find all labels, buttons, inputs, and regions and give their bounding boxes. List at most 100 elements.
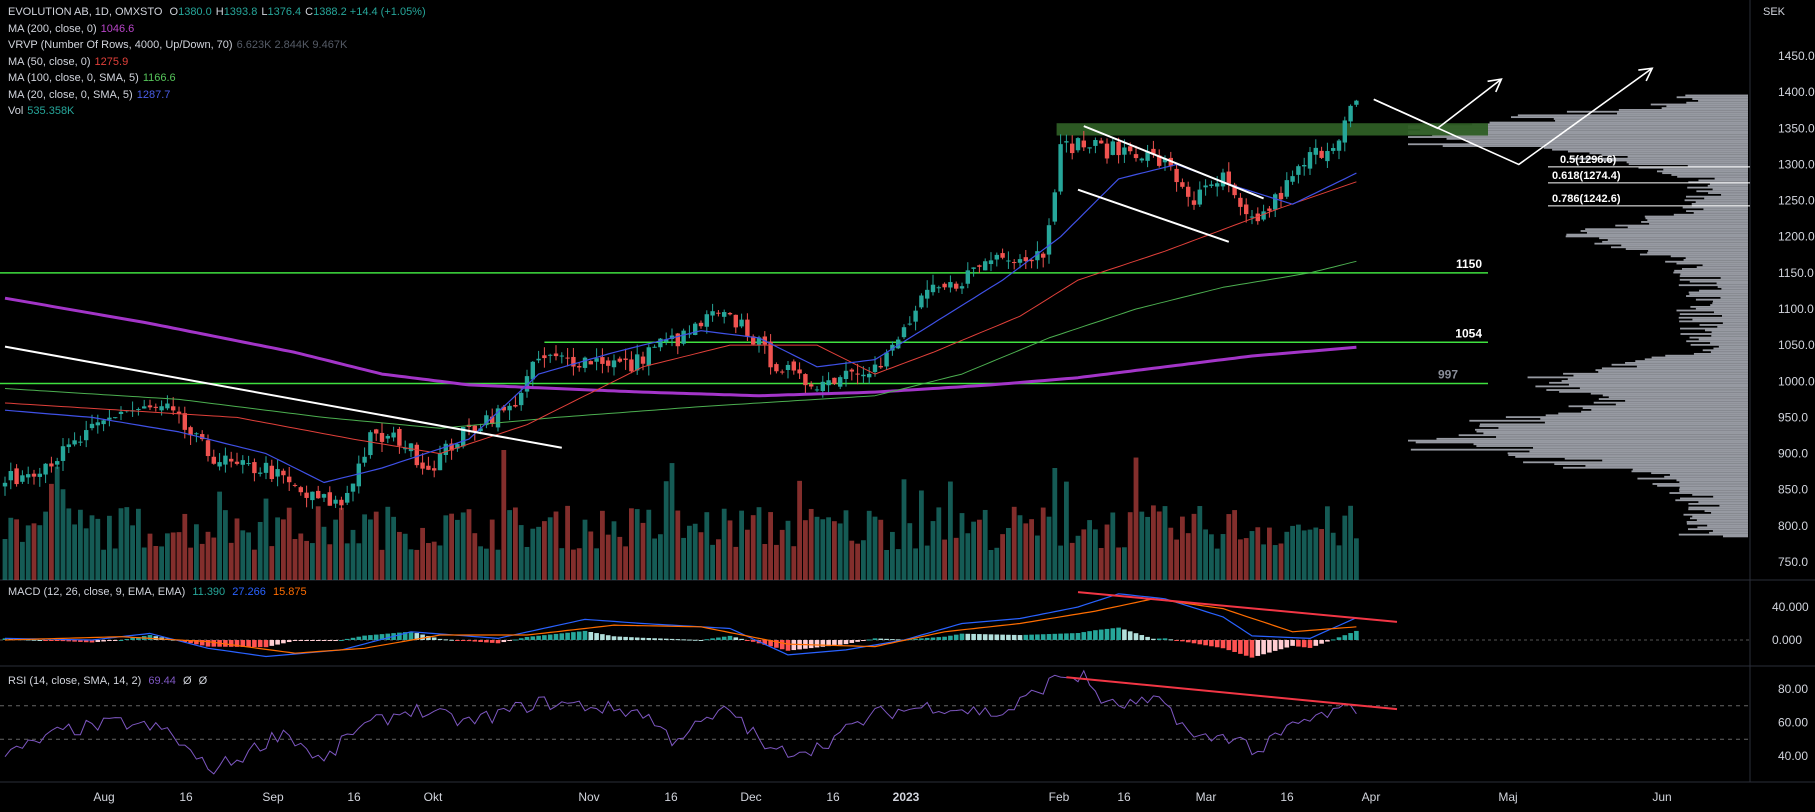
candle-body[interactable] [988, 260, 994, 265]
candle-body[interactable] [548, 354, 553, 356]
candle-body[interactable] [559, 355, 564, 357]
candle-body[interactable] [49, 463, 54, 467]
candle-body[interactable] [1273, 194, 1278, 210]
candle-body[interactable] [814, 389, 820, 391]
candle-body[interactable] [188, 427, 193, 436]
candle-body[interactable] [240, 460, 245, 465]
candle-body[interactable] [704, 314, 709, 327]
candle-body[interactable] [246, 463, 251, 465]
candle-body[interactable] [872, 364, 878, 372]
macd-divergence-line[interactable] [1077, 591, 1398, 623]
candle-body[interactable] [582, 357, 588, 368]
candle-body[interactable] [478, 428, 483, 432]
candle-body[interactable] [252, 462, 257, 474]
candle-body[interactable] [171, 406, 176, 411]
macd-line[interactable] [4, 593, 1357, 658]
candle-body[interactable] [513, 405, 518, 407]
candle-body[interactable] [594, 358, 599, 362]
candle-body[interactable] [635, 354, 640, 371]
candle-body[interactable] [1116, 141, 1121, 156]
candle-body[interactable] [432, 468, 437, 471]
candle-body[interactable] [1064, 141, 1069, 143]
symbol-name[interactable]: EVOLUTION AB, 1D, OMXSTO [8, 6, 163, 18]
candle-body[interactable] [1232, 184, 1237, 196]
candle-body[interactable] [1215, 183, 1220, 187]
candle-body[interactable] [733, 314, 738, 328]
candle-body[interactable] [89, 423, 95, 429]
macd-label[interactable]: MACD (12, 26, close, 9, EMA, EMA) [8, 586, 186, 598]
candle-body[interactable] [878, 365, 883, 368]
candle-body[interactable] [1348, 105, 1353, 122]
candle-body[interactable] [159, 406, 164, 411]
candle-body[interactable] [768, 341, 773, 368]
candle-body[interactable] [1261, 211, 1266, 220]
candle-body[interactable] [379, 432, 385, 442]
trendline[interactable] [1077, 188, 1230, 243]
candle-body[interactable] [437, 453, 443, 471]
candle-body[interactable] [304, 492, 309, 498]
candle-body[interactable] [838, 377, 843, 387]
candle-body[interactable] [118, 411, 124, 415]
candle-body[interactable] [176, 411, 182, 415]
candle-body[interactable] [397, 428, 402, 446]
candle-body[interactable] [797, 369, 802, 374]
candle-body[interactable] [1197, 189, 1202, 205]
candle-body[interactable] [530, 361, 535, 380]
resistance-zone[interactable] [1056, 123, 1488, 136]
candle-body[interactable] [1307, 152, 1313, 169]
candle-body[interactable] [942, 283, 947, 288]
candle-body[interactable] [1278, 192, 1284, 200]
candle-body[interactable] [443, 443, 448, 456]
candle-body[interactable] [142, 406, 147, 409]
candle-body[interactable] [954, 283, 959, 289]
candle-body[interactable] [269, 465, 274, 480]
candle-body[interactable] [66, 444, 71, 448]
candle-body[interactable] [756, 337, 762, 345]
candle-body[interactable] [147, 405, 153, 408]
candle-body[interactable] [843, 370, 849, 380]
candle-body[interactable] [553, 353, 559, 357]
candle-body[interactable] [861, 374, 866, 377]
candle-body[interactable] [43, 463, 48, 475]
candle-body[interactable] [1000, 253, 1005, 258]
candle-body[interactable] [1128, 146, 1133, 152]
candle-body[interactable] [1313, 147, 1318, 155]
candle-body[interactable] [832, 377, 837, 384]
candle-body[interactable] [820, 381, 825, 391]
candle-body[interactable] [1244, 204, 1249, 215]
candle-body[interactable] [8, 471, 13, 481]
candle-body[interactable] [1226, 171, 1231, 185]
candle-body[interactable] [1035, 251, 1040, 261]
candle-body[interactable] [983, 261, 988, 271]
ma50-line[interactable] [4, 181, 1357, 455]
candle-body[interactable] [930, 284, 936, 293]
indicator-row[interactable]: VRVP (Number Of Rows, 4000, Up/Down, 70)… [8, 37, 426, 54]
ma100-line[interactable] [4, 260, 1357, 429]
candle-body[interactable] [785, 364, 791, 371]
currency-label[interactable]: SEK [1762, 6, 1785, 18]
candle-body[interactable] [948, 282, 953, 288]
indicator-row[interactable]: MA (100, close, 0, SMA, 5) 1166.6 [8, 70, 426, 87]
candle-body[interactable] [182, 413, 187, 430]
candle-body[interactable] [710, 311, 715, 316]
candle-body[interactable] [20, 475, 25, 482]
candle-body[interactable] [507, 405, 512, 411]
candle-body[interactable] [1058, 144, 1063, 192]
candle-body[interactable] [84, 430, 89, 441]
candle-body[interactable] [867, 373, 872, 378]
candle-body[interactable] [484, 415, 489, 426]
candle-body[interactable] [1081, 140, 1086, 148]
candle-body[interactable] [136, 409, 141, 411]
candle-body[interactable] [849, 369, 854, 372]
candle-body[interactable] [646, 347, 651, 366]
candle-body[interactable] [1046, 225, 1052, 255]
candle-body[interactable] [472, 425, 477, 432]
candle-body[interactable] [913, 310, 918, 322]
candle-body[interactable] [1191, 200, 1197, 205]
candle-body[interactable] [977, 265, 982, 267]
candle-body[interactable] [1302, 165, 1307, 167]
candle-body[interactable] [113, 417, 118, 419]
candle-body[interactable] [449, 443, 454, 451]
candle-body[interactable] [959, 286, 965, 289]
candle-body[interactable] [501, 406, 506, 411]
